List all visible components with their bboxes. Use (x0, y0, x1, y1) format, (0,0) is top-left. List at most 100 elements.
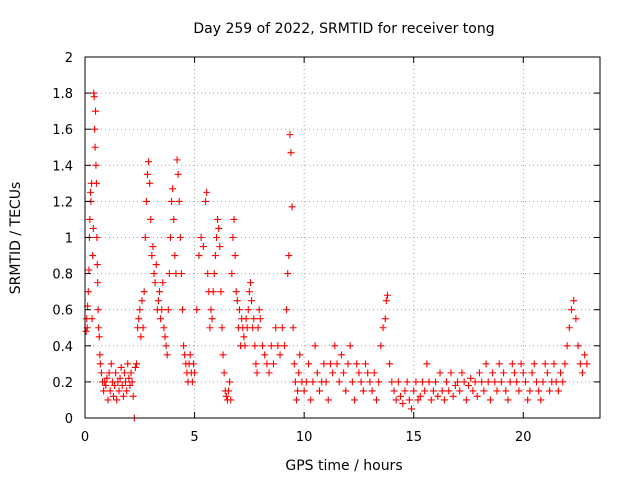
data-point (117, 363, 125, 371)
data-point (403, 378, 411, 386)
data-point (146, 179, 154, 187)
data-point (107, 360, 115, 368)
data-point (320, 360, 328, 368)
data-point (230, 215, 238, 223)
data-point (278, 324, 286, 332)
data-point (126, 382, 134, 390)
data-point (290, 360, 298, 368)
data-point (152, 261, 160, 269)
data-point (333, 360, 341, 368)
data-point (469, 387, 477, 395)
y-tick-label: 0.8 (52, 268, 73, 283)
data-point (265, 369, 273, 377)
data-point (388, 378, 396, 386)
chart-title: Day 259 of 2022, SRMTID for receiver ton… (193, 21, 494, 37)
data-point (179, 306, 187, 314)
data-point (125, 374, 133, 382)
data-point (574, 342, 582, 350)
data-point (294, 387, 302, 395)
data-point (89, 224, 97, 232)
data-point (372, 396, 380, 404)
data-point (570, 297, 578, 305)
data-point (222, 392, 230, 400)
data-point (177, 270, 185, 278)
data-point (489, 369, 497, 377)
data-point (101, 378, 109, 386)
data-point (552, 378, 560, 386)
data-point (497, 378, 505, 386)
x-tick-label: 10 (296, 430, 313, 445)
data-point (449, 392, 457, 400)
data-point (482, 360, 490, 368)
data-point (418, 378, 426, 386)
data-point (92, 161, 100, 169)
data-point (135, 315, 143, 323)
data-point (174, 170, 182, 178)
data-point (102, 382, 110, 390)
data-point (480, 387, 488, 395)
data-point (429, 387, 437, 395)
data-point (91, 125, 99, 133)
data-point (104, 396, 112, 404)
y-tick-label: 2 (65, 51, 73, 66)
data-point (578, 369, 586, 377)
data-point (386, 360, 394, 368)
data-point (554, 387, 562, 395)
data-point (502, 387, 510, 395)
data-point (92, 179, 100, 187)
data-point (581, 351, 589, 359)
axis-ticks: 00.20.40.60.811.21.41.61.820 5 10 15 20 (52, 51, 600, 445)
data-point (274, 342, 282, 350)
data-point (97, 369, 105, 377)
data-point (351, 396, 359, 404)
data-point (212, 234, 220, 241)
data-point (215, 224, 223, 232)
data-point (416, 392, 424, 400)
data-point (414, 396, 422, 404)
y-tick-label: 1.4 (52, 159, 73, 174)
data-point (286, 131, 294, 139)
data-point (368, 387, 376, 395)
data-point (220, 369, 228, 377)
data-point (245, 288, 253, 296)
data-point (139, 324, 147, 332)
data-point (519, 369, 527, 377)
data-point (381, 315, 389, 323)
data-point (164, 306, 172, 314)
data-point (202, 197, 210, 205)
data-point (242, 315, 250, 323)
data-point (176, 234, 184, 241)
data-point (206, 324, 214, 332)
y-tick-label: 0 (65, 412, 73, 427)
y-tick-label: 1.6 (52, 123, 73, 138)
data-point (324, 396, 332, 404)
data-point (120, 369, 128, 377)
data-point (467, 374, 475, 382)
data-point (563, 342, 571, 350)
data-point (199, 243, 207, 251)
data-point (484, 378, 492, 386)
y-tick-label: 0.6 (52, 304, 73, 319)
data-point (491, 378, 499, 386)
data-point (546, 387, 554, 395)
data-point (143, 170, 151, 178)
data-point (454, 378, 462, 386)
data-point (272, 324, 280, 332)
data-point (151, 279, 159, 287)
data-point (251, 342, 259, 350)
data-points (82, 89, 591, 422)
data-point (458, 369, 466, 377)
data-point (561, 360, 569, 368)
y-tick-label: 1.2 (52, 195, 73, 210)
data-point (340, 369, 348, 377)
data-point (232, 288, 240, 296)
data-point (90, 93, 98, 101)
data-point (315, 387, 323, 395)
data-point (583, 360, 591, 368)
data-point (559, 378, 567, 386)
data-point (156, 288, 164, 296)
data-point (195, 252, 203, 260)
data-point (127, 369, 135, 377)
data-point (162, 342, 170, 350)
y-tick-label: 1.8 (52, 87, 73, 102)
